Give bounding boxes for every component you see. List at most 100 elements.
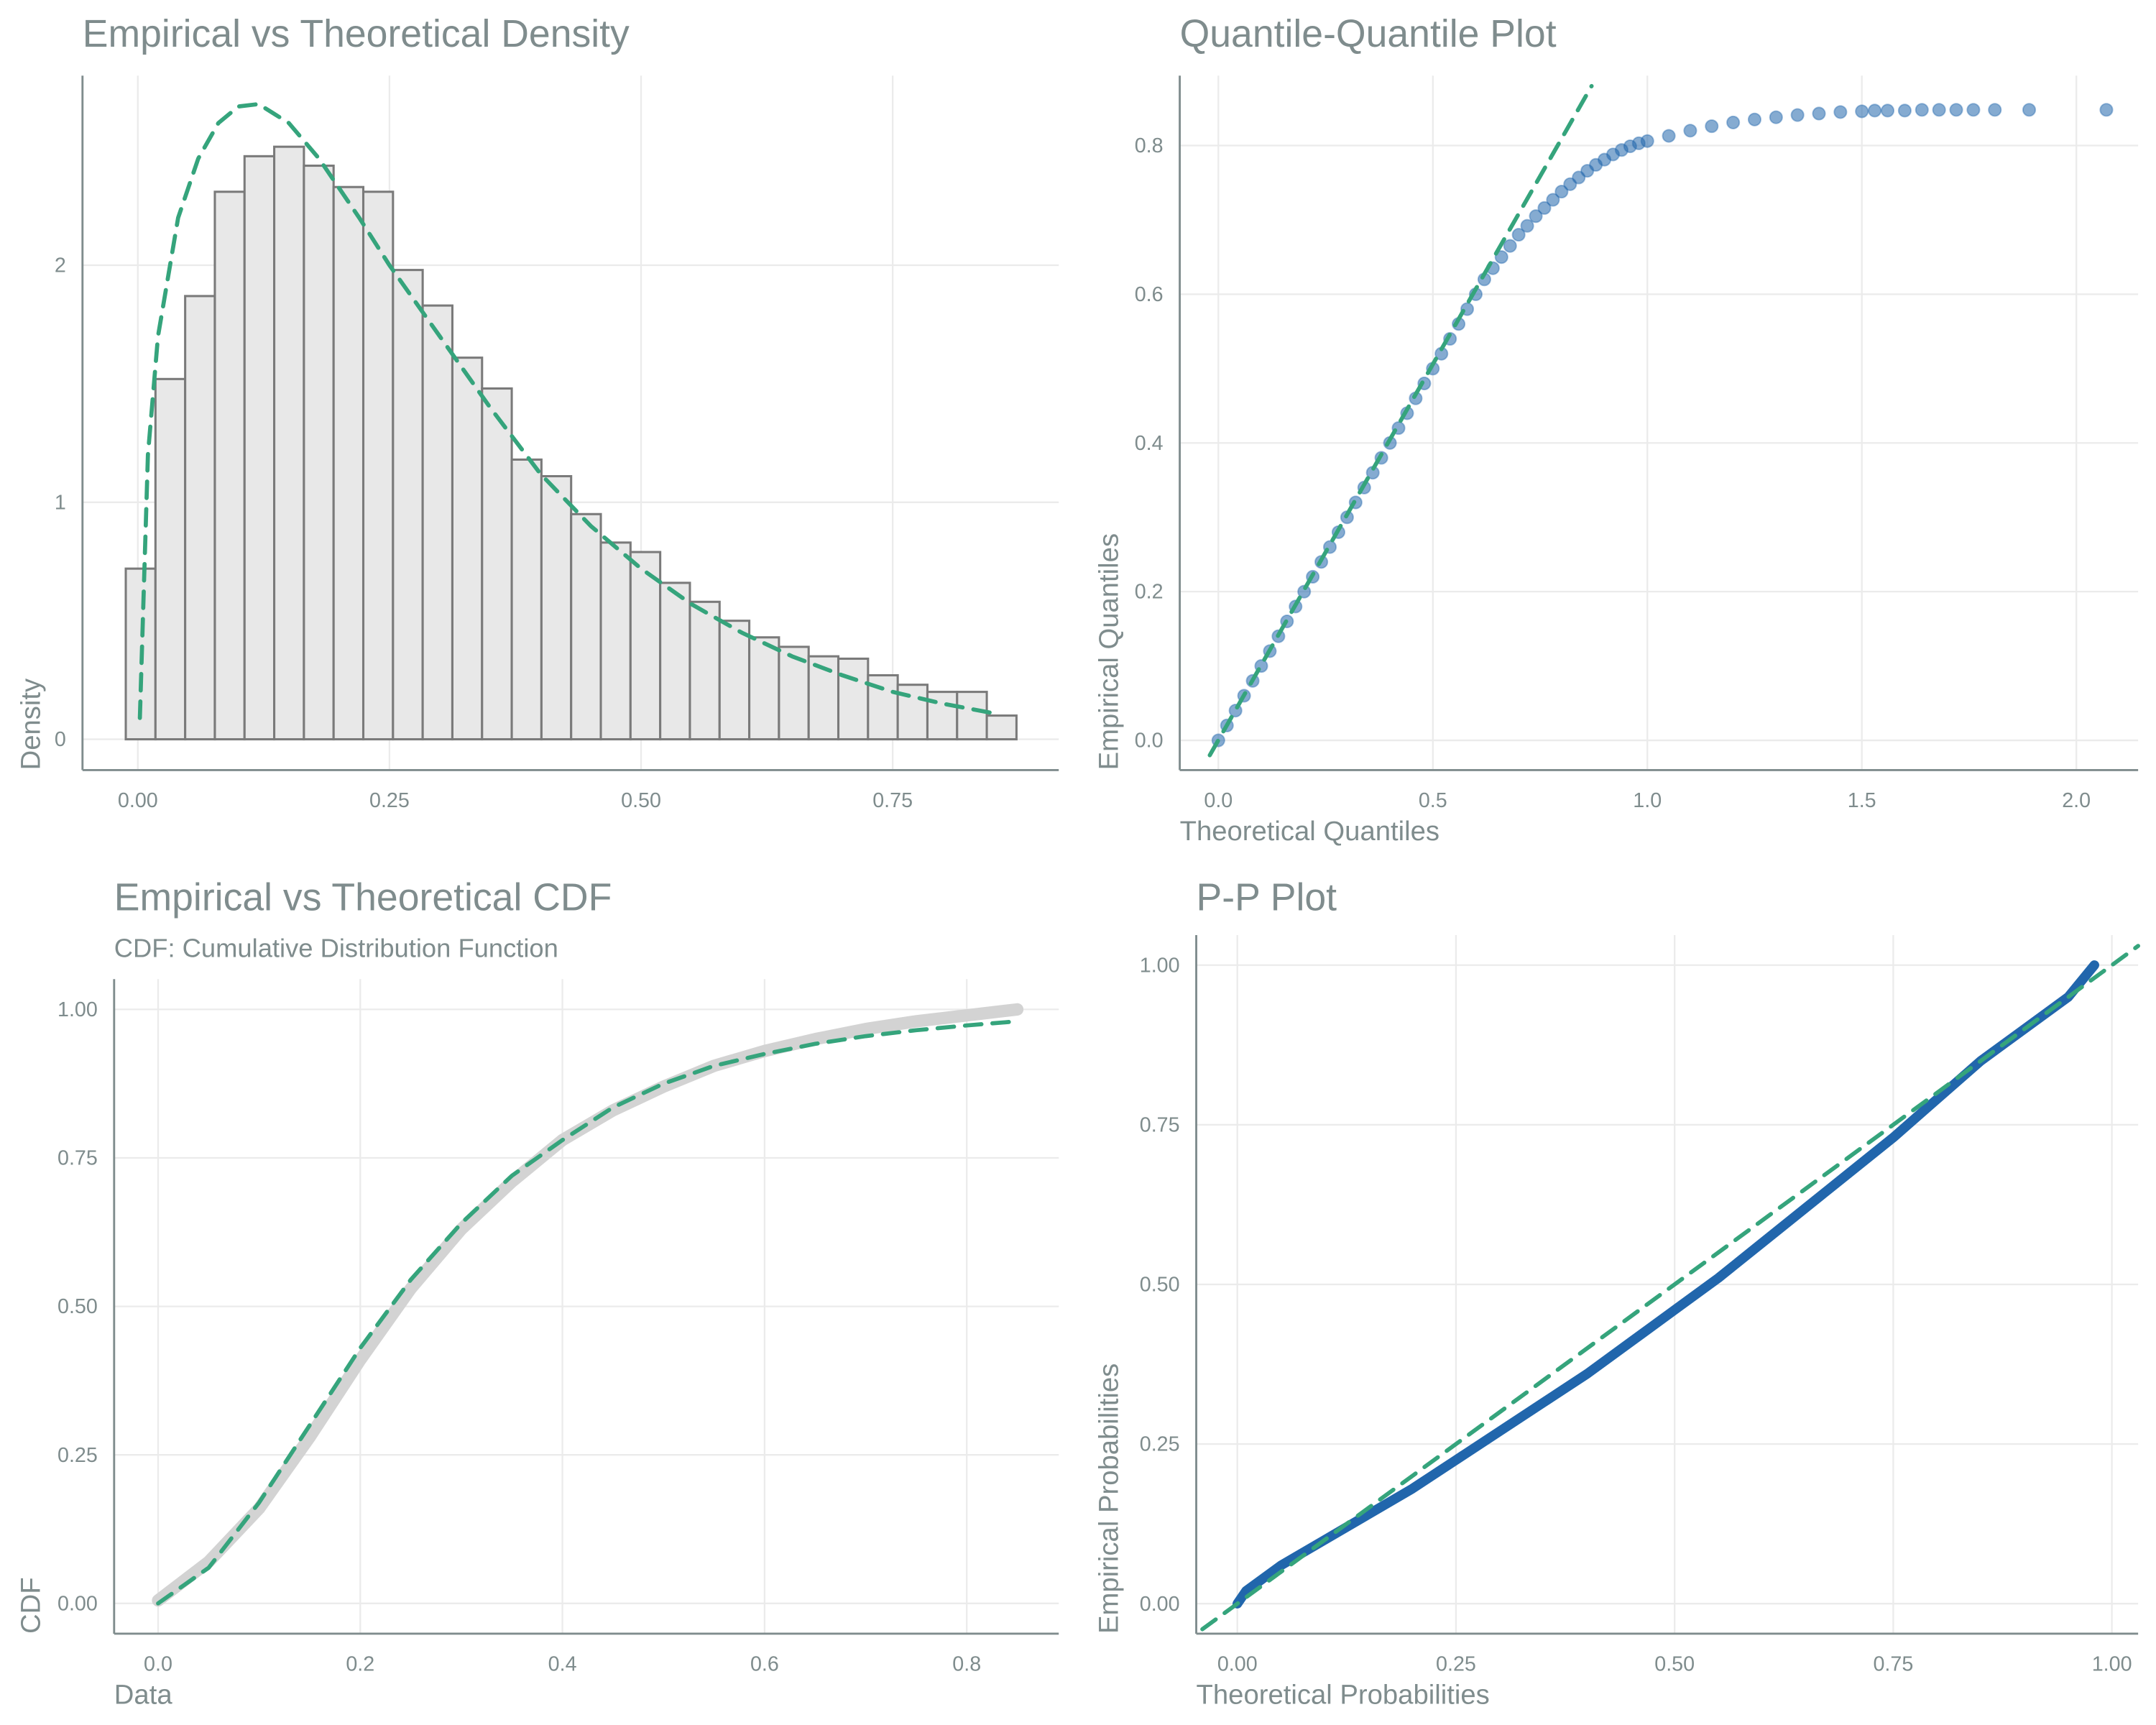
x-tick-label: 1.00 (2092, 1653, 2132, 1676)
x-tick-label: 0.50 (621, 789, 661, 812)
y-tick-label: 0 (55, 728, 66, 751)
y-tick-label: 1.00 (57, 998, 98, 1021)
qq-point (1683, 124, 1697, 138)
qq-point (1790, 108, 1805, 122)
histogram-bar (451, 356, 484, 741)
y-tick-label: 0.75 (1140, 1113, 1180, 1136)
y-axis-label: Density (15, 678, 46, 770)
qq-point (1705, 119, 1719, 134)
histogram-bar (629, 551, 662, 741)
x-tick-label: 0.00 (1217, 1653, 1258, 1676)
curve (137, 101, 996, 720)
x-tick-label: 0.2 (346, 1653, 374, 1676)
qq-point (1572, 170, 1586, 185)
qq-point (1554, 185, 1569, 199)
y-tick-label: 2 (55, 254, 66, 277)
qq-point (1520, 218, 1534, 233)
y-tick-label: 0.4 (1135, 432, 1164, 455)
y-tick-label: 0.2 (1135, 581, 1164, 604)
histogram-bar (392, 269, 424, 741)
histogram-bar (540, 474, 573, 741)
x-axis-label: Data (114, 1680, 173, 1711)
y-tick-label: 0.25 (57, 1444, 98, 1467)
histogram-bar (926, 691, 959, 741)
panel: 0.00 0.25 0.50 0.75 0 1 2 Empirical vs Theoreti… (15, 13, 1059, 812)
histogram-bar (154, 377, 187, 741)
qq-point (1769, 110, 1783, 124)
y-tick-label: 0.75 (57, 1147, 98, 1170)
histogram-bar (481, 387, 513, 741)
panel: 0.0 0.5 1.0 1.5 2.0 0.0 0.2 0.4 0.6 0.8 Quantile-Q… (1093, 13, 2139, 847)
x-tick-label: 0.8 (952, 1653, 981, 1676)
qq-point (1868, 104, 1882, 118)
x-tick-label: 2.0 (2062, 789, 2091, 812)
curve (156, 1019, 1020, 1606)
qq-point (2022, 103, 2037, 117)
y-tick-label: 0.00 (57, 1592, 98, 1615)
x-tick-label: 0.4 (548, 1653, 577, 1676)
qq-point (1966, 103, 1981, 117)
histogram-bar (184, 295, 216, 741)
histogram-bar (718, 620, 751, 741)
qq-point (1563, 177, 1577, 191)
x-tick-label: 0.0 (144, 1653, 172, 1676)
histogram-bar (570, 512, 602, 741)
histogram-bar (213, 190, 246, 741)
y-axis-label: CDF (15, 1577, 46, 1634)
chart-title: Empirical vs Theoretical CDF (114, 877, 612, 919)
qq-point (1503, 239, 1517, 253)
y-tick-label: 0.50 (1140, 1274, 1180, 1297)
x-axis-label: Theoretical Probabilities (1197, 1680, 1490, 1711)
curve (1207, 83, 1594, 758)
histogram-bar (659, 581, 691, 741)
qq-point (2099, 103, 2114, 117)
x-tick-label: 0.25 (1436, 1653, 1476, 1676)
histogram-bar (748, 636, 780, 741)
y-tick-label: 0.8 (1135, 134, 1164, 157)
x-tick-label: 0.25 (369, 789, 410, 812)
qq-point (1747, 112, 1762, 126)
y-tick-label: 0.25 (1140, 1433, 1180, 1456)
y-axis-label: Empirical Probabilities (1093, 1363, 1124, 1634)
x-tick-label: 1.5 (1848, 789, 1876, 812)
x-tick-label: 1.0 (1633, 789, 1662, 812)
histogram-bar (361, 190, 395, 741)
qq-point (1537, 201, 1552, 215)
qq-point (1833, 105, 1848, 119)
qq-point (1812, 106, 1826, 121)
qq-point (1915, 103, 1929, 117)
qq-point (1546, 193, 1560, 207)
histogram-bar (599, 541, 632, 741)
qq-point (1494, 250, 1508, 264)
qq-point (1932, 103, 1946, 117)
chart-title: P-P Plot (1197, 877, 1337, 919)
x-tick-label: 0.0 (1204, 789, 1233, 812)
panel: 0.00 0.25 0.50 0.75 1.00 0.00 0.25 0.50 0.75 1.00… (1093, 877, 2140, 1711)
histogram-bar (421, 304, 453, 741)
panel: 0.0 0.2 0.4 0.6 0.8 0.00 0.25 0.50 0.75 1.00 Empir… (15, 877, 1059, 1711)
qq-point (1855, 104, 1869, 119)
qq-point (1988, 103, 2002, 117)
x-tick-label: 0.75 (872, 789, 913, 812)
x-axis-label: Theoretical Quantiles (1180, 816, 1439, 847)
x-tick-label: 0.5 (1419, 789, 1447, 812)
qq-point (1897, 104, 1912, 118)
x-tick-label: 0.00 (118, 789, 158, 812)
x-tick-label: 0.6 (750, 1653, 779, 1676)
qq-point (1726, 115, 1741, 129)
y-tick-label: 1 (55, 491, 66, 514)
qq-point (1949, 103, 1963, 117)
y-tick-label: 0.00 (1140, 1593, 1180, 1616)
chart-title: Quantile-Quantile Plot (1180, 13, 1557, 55)
qq-point (1529, 209, 1543, 224)
histogram-bar (956, 691, 988, 741)
curve (152, 1003, 1024, 1607)
histogram-bar (303, 165, 335, 741)
y-tick-label: 0.0 (1135, 730, 1164, 753)
histogram-bar (688, 600, 721, 741)
x-tick-label: 0.50 (1654, 1653, 1695, 1676)
qq-point (1511, 228, 1526, 242)
curve (1200, 944, 2140, 1632)
